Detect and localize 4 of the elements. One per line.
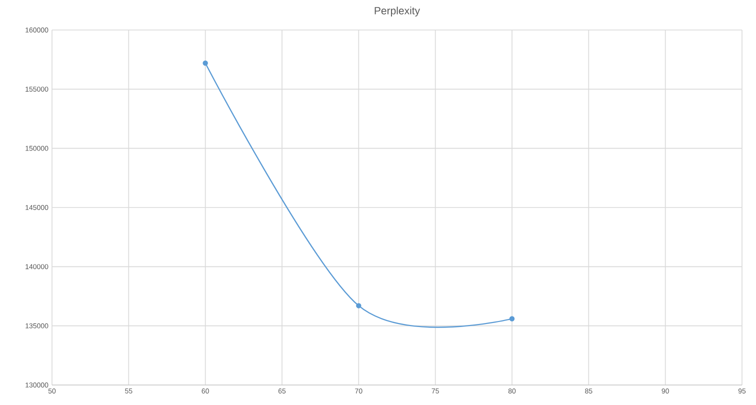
point <box>509 316 515 322</box>
chart-title: Perplexity <box>374 6 420 16</box>
point <box>356 303 362 308</box>
point <box>202 60 208 66</box>
